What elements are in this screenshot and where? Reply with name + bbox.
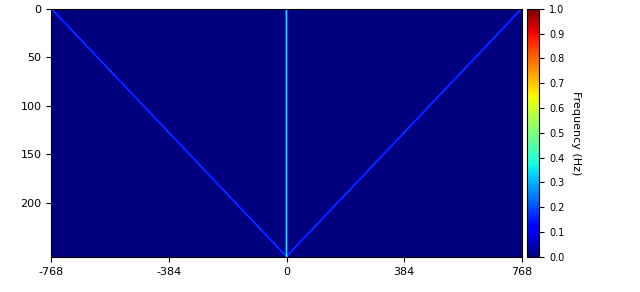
Y-axis label: Frequency (Hz): Frequency (Hz) <box>571 91 581 175</box>
